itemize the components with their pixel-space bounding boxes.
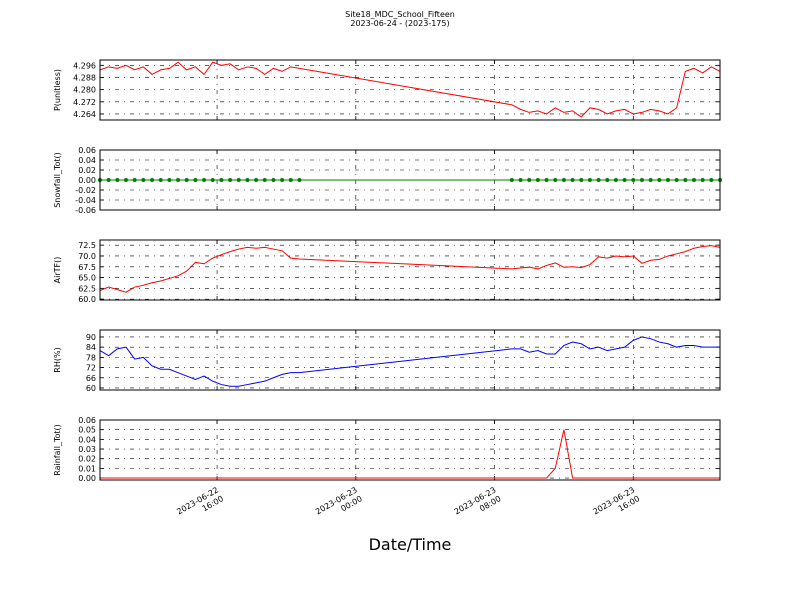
y-tick-label: 60 <box>86 384 96 393</box>
y-axis-label: P(unitless) <box>53 69 62 111</box>
data-line <box>99 245 721 293</box>
data-point <box>262 178 267 182</box>
data-line <box>99 61 721 118</box>
data-point <box>280 178 285 182</box>
y-tick-label: 62.5 <box>78 284 96 293</box>
data-point <box>132 178 137 182</box>
data-point <box>509 178 514 182</box>
y-tick-label: 90 <box>86 333 96 342</box>
data-point <box>657 178 662 182</box>
y-tick-label: 0.01 <box>78 464 96 473</box>
data-point <box>124 178 129 182</box>
plot-frame <box>99 419 721 481</box>
data-point <box>210 178 215 182</box>
y-tick-label: 4.288 <box>73 73 96 82</box>
data-point <box>271 178 276 182</box>
data-point <box>150 178 155 182</box>
y-tick-label: 4.264 <box>73 110 96 119</box>
data-point <box>184 178 189 182</box>
data-point <box>167 178 172 182</box>
plot-frame <box>99 329 721 391</box>
data-point <box>674 178 679 182</box>
data-point <box>115 178 120 182</box>
y-tick-label: 72 <box>86 364 96 373</box>
y-tick-label: 66 <box>86 374 96 383</box>
data-point <box>613 178 618 182</box>
y-tick-label: 60.0 <box>78 295 96 304</box>
y-axis-label: AirTF() <box>53 257 62 284</box>
data-line <box>99 336 720 387</box>
data-point <box>587 178 592 182</box>
data-point <box>596 178 601 182</box>
plot-frame <box>99 239 721 301</box>
x-axis-label: Date/Time <box>369 535 452 554</box>
data-point <box>228 178 233 182</box>
y-tick-label: 0.06 <box>78 146 96 155</box>
data-point <box>683 178 688 182</box>
data-point <box>527 178 532 182</box>
data-point <box>245 178 250 182</box>
data-point <box>254 178 259 182</box>
data-point <box>622 178 627 182</box>
y-tick-label: 67.5 <box>78 263 96 272</box>
y-tick-label: 4.296 <box>73 61 96 70</box>
data-point <box>202 178 207 182</box>
data-point <box>535 178 540 182</box>
y-tick-label: 0.03 <box>78 445 96 454</box>
data-point <box>219 178 224 182</box>
y-axis-label: Rainfall_Tot() <box>53 424 62 476</box>
y-tick-label: 70.0 <box>78 252 96 261</box>
data-point <box>700 178 705 182</box>
y-tick-label: 84 <box>86 343 96 352</box>
y-tick-label: 0.00 <box>78 176 96 185</box>
data-point <box>553 178 558 182</box>
data-point <box>193 178 198 182</box>
data-point <box>288 178 293 182</box>
data-line <box>100 429 720 479</box>
y-tick-label: 65.0 <box>78 274 96 283</box>
y-tick-label: -0.04 <box>75 196 96 205</box>
data-point <box>639 178 644 182</box>
y-tick-label: 0.04 <box>78 435 96 444</box>
y-tick-label: 72.5 <box>78 241 96 250</box>
data-point <box>605 178 610 182</box>
y-axis-label: Snowfall_Tot() <box>53 152 62 208</box>
y-tick-label: -0.06 <box>75 206 96 215</box>
data-point <box>176 178 181 182</box>
data-point <box>709 178 714 182</box>
data-point <box>236 178 241 182</box>
data-point <box>579 178 584 182</box>
y-tick-label: 0.05 <box>78 426 96 435</box>
data-point <box>561 178 566 182</box>
plot-frame <box>99 149 721 211</box>
data-point <box>691 178 696 182</box>
y-tick-label: 0.02 <box>78 455 96 464</box>
data-point <box>570 178 575 182</box>
y-tick-label: 0.04 <box>78 156 96 165</box>
data-point <box>648 178 653 182</box>
y-tick-label: 0.00 <box>78 474 96 483</box>
data-point <box>158 178 163 182</box>
y-tick-label: 0.02 <box>78 166 96 175</box>
data-point <box>297 178 302 182</box>
data-point <box>518 178 523 182</box>
data-point <box>544 178 549 182</box>
data-point <box>631 178 636 182</box>
data-point <box>665 178 670 182</box>
y-tick-label: 4.272 <box>73 98 96 107</box>
y-tick-label: 4.280 <box>73 86 96 95</box>
y-tick-label: 78 <box>86 353 96 362</box>
data-point <box>106 178 111 182</box>
y-tick-label: 0.06 <box>78 416 96 425</box>
figure-title: Site18_MDC_School_Fifteen <box>345 10 455 19</box>
y-tick-label: -0.02 <box>75 186 96 195</box>
plot-frame <box>99 59 721 121</box>
y-axis-label: RH(%) <box>53 347 62 372</box>
data-point <box>141 178 146 182</box>
figure-subtitle: 2023-06-24 - (2023-175) <box>350 19 449 28</box>
